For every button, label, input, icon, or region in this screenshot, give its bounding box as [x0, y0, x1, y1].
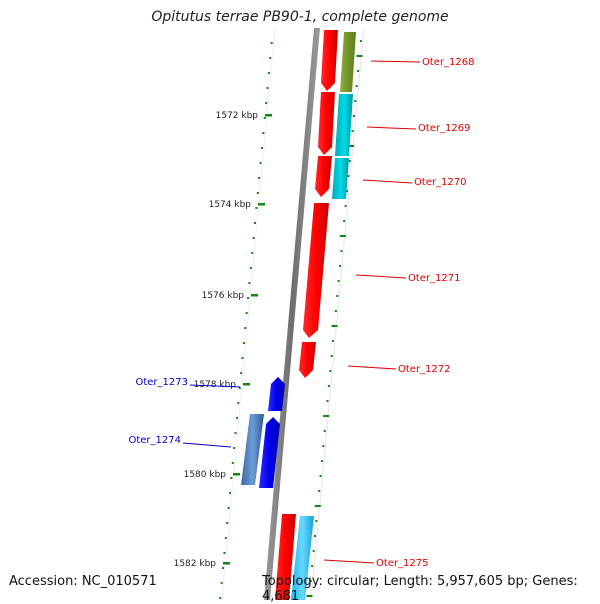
- cog-block-oter-1274: [241, 414, 264, 485]
- scale-tick-mark: [233, 473, 240, 476]
- gene-arrow-oter-1270[interactable]: [315, 156, 332, 197]
- scale-tick-mark: [258, 203, 265, 206]
- gene-label[interactable]: Oter_1270: [414, 177, 467, 188]
- cog-block-oter-1268: [340, 32, 356, 92]
- gene-label[interactable]: Oter_1268: [422, 57, 475, 68]
- genome-backbone: [264, 28, 320, 600]
- scale-tick-label: 1578 kbp: [194, 380, 237, 390]
- scale-tick-ring: [219, 42, 273, 599]
- outer-ring-line: [310, 27, 365, 600]
- gene-arrow-oter-1272[interactable]: [299, 342, 316, 378]
- gene-leader-line: [355, 274, 407, 279]
- scale-tick-label: 1582 kbp: [174, 559, 217, 569]
- cog-block-oter-1270: [332, 158, 349, 199]
- gene-arrow-oter-1275[interactable]: [275, 514, 296, 600]
- scale-tick-label: 1574 kbp: [209, 200, 252, 210]
- outer-tick-ring: [306, 40, 363, 597]
- cog-block-oter-1269: [335, 94, 353, 156]
- scale-tick-label: 1572 kbp: [216, 111, 259, 121]
- gene-arrow-oter-1269[interactable]: [318, 92, 335, 155]
- scale-tick-mark: [265, 114, 272, 117]
- gene-arrow-oter-1273[interactable]: [268, 377, 285, 411]
- scale-tick-mark: [251, 294, 258, 297]
- scale-tick-mark: [223, 562, 230, 565]
- gene-arrow-oter-1268[interactable]: [321, 30, 338, 91]
- gene-label[interactable]: Oter_1274: [128, 435, 181, 446]
- cog-block-oter-1275: [291, 516, 314, 600]
- scale-tick-mark: [243, 383, 250, 386]
- gene-leader-line: [362, 179, 413, 184]
- gene-leader-line: [182, 442, 232, 448]
- scale-tick-label: 1580 kbp: [184, 470, 227, 480]
- gene-leader-line: [323, 559, 375, 564]
- gene-label[interactable]: Oter_1271: [408, 273, 461, 284]
- gene-label[interactable]: Oter_1273: [135, 377, 188, 388]
- inner-ring-line: [221, 27, 276, 600]
- gene-leader-line: [366, 126, 417, 130]
- gene-leader-line: [347, 365, 397, 370]
- gene-arrow-oter-1271[interactable]: [303, 203, 329, 338]
- accession-text: Accession: NC_010571: [9, 574, 157, 589]
- gene-leader-line: [189, 384, 241, 388]
- gene-label[interactable]: Oter_1272: [398, 364, 451, 375]
- scale-tick-label: 1576 kbp: [202, 291, 245, 301]
- gene-arrow-oter-1274[interactable]: [259, 417, 280, 488]
- map-title: Opitutus terrae PB90-1, complete genome: [151, 9, 449, 25]
- gene-label[interactable]: Oter_1269: [418, 123, 471, 134]
- gene-label[interactable]: Oter_1275: [376, 558, 429, 569]
- gene-leader-line: [370, 60, 421, 63]
